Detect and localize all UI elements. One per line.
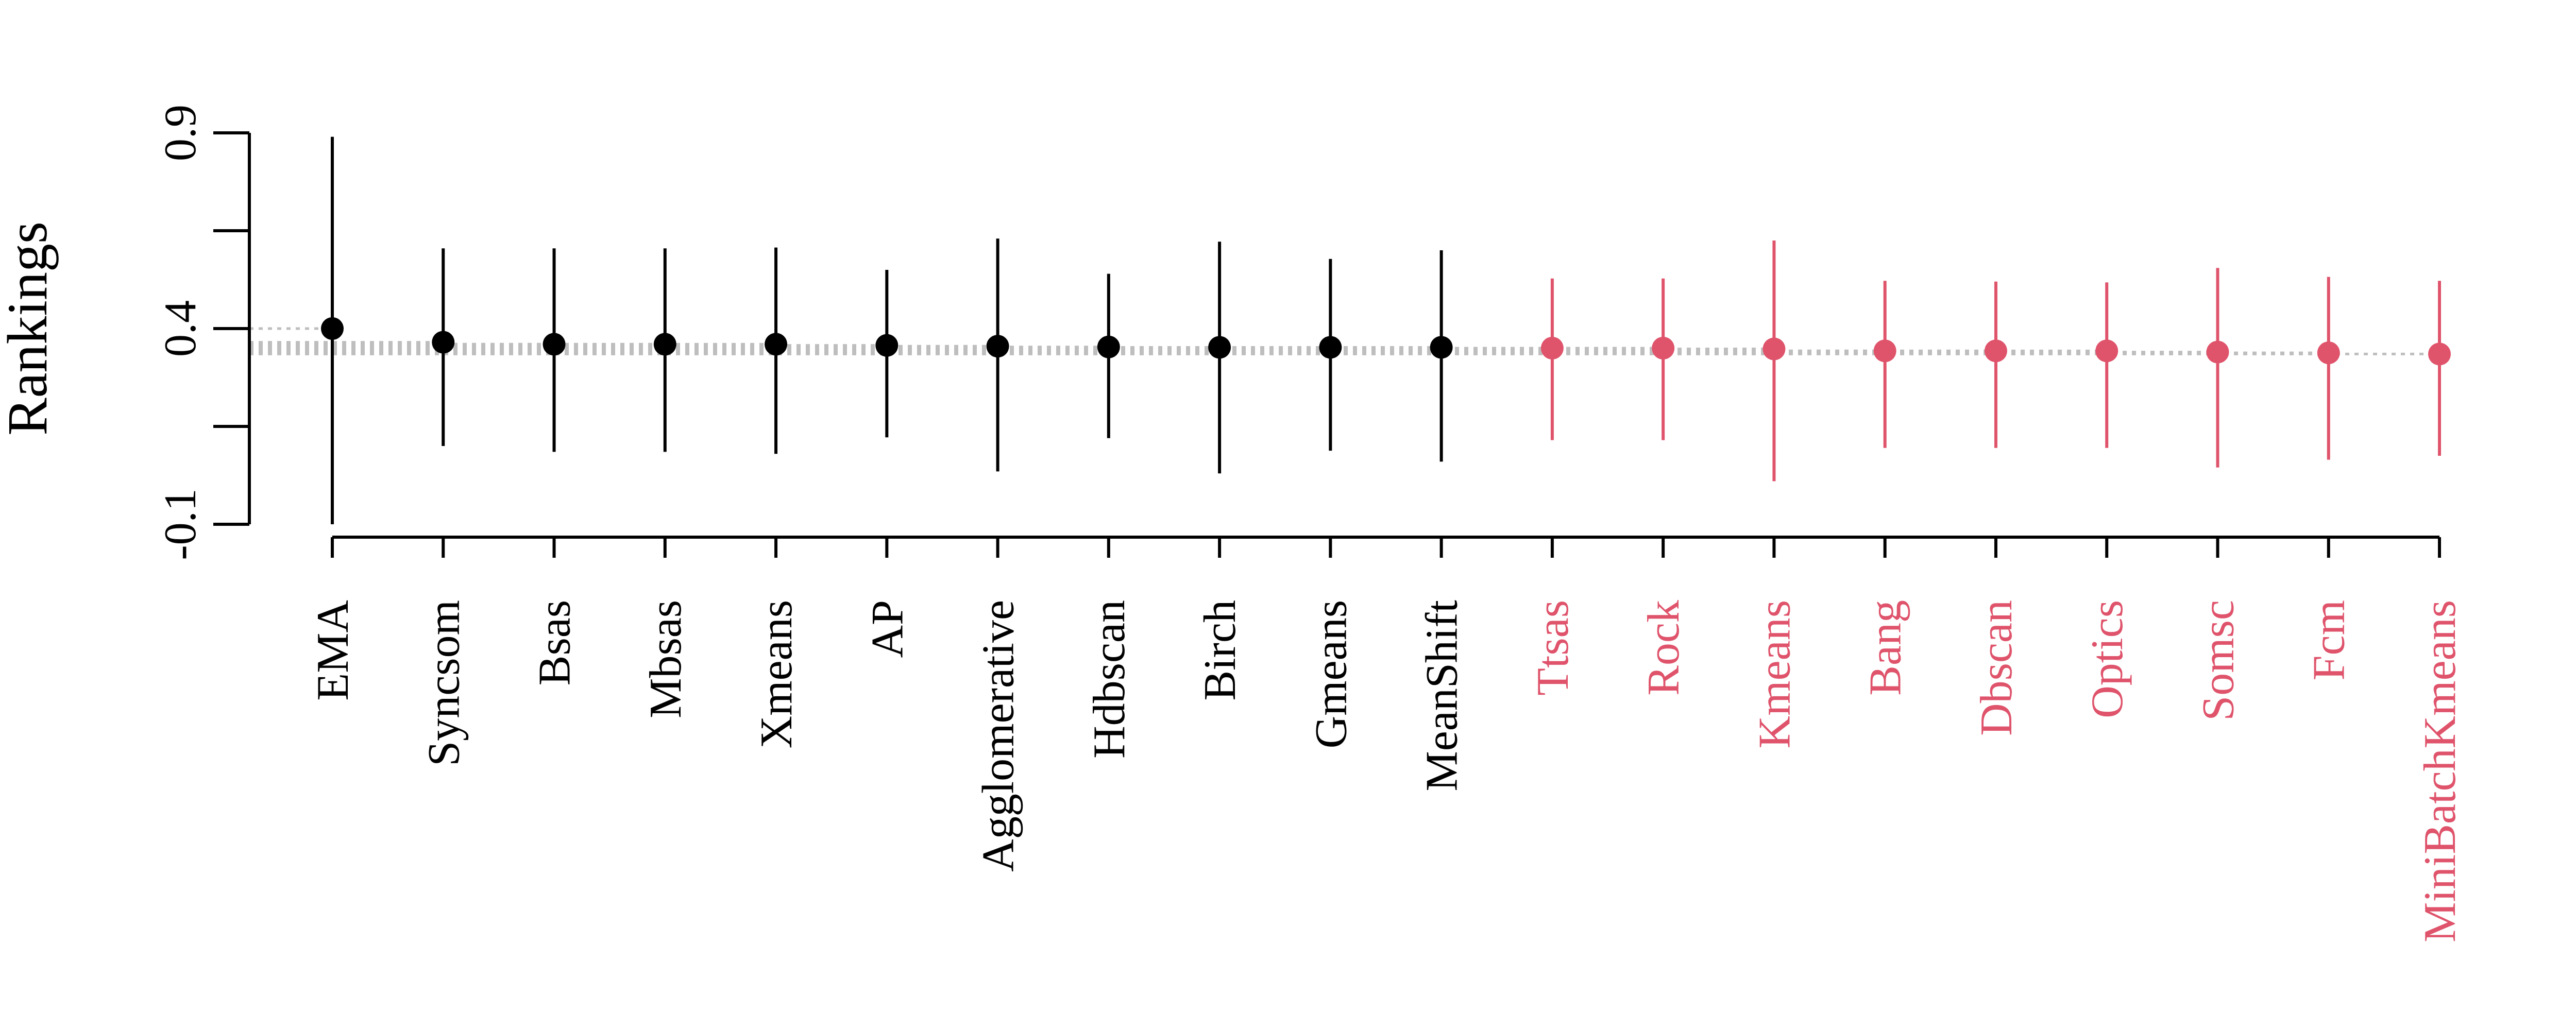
- data-point: [875, 334, 899, 357]
- x-ticks: [331, 537, 2441, 558]
- y-axis-title: Rankings: [0, 221, 59, 436]
- data-point: [2428, 342, 2451, 366]
- data-point: [1430, 336, 1453, 359]
- category-label: Rock: [1639, 600, 1689, 696]
- y-tick-label: 0.4: [156, 300, 206, 357]
- data-point: [1762, 337, 1786, 360]
- y-tick-label: 0.9: [156, 105, 206, 161]
- data-point: [432, 331, 455, 354]
- data-point: [543, 333, 566, 356]
- data-point: [1873, 339, 1896, 363]
- category-label: Birch: [1195, 600, 1245, 701]
- category-label: Somsc: [2193, 600, 2243, 721]
- category-label: Agglomerative: [974, 600, 1024, 872]
- data-point: [1208, 336, 1231, 359]
- category-label: Dbscan: [1972, 600, 2022, 736]
- category-label: Gmeans: [1306, 600, 1356, 748]
- category-label: AP: [862, 600, 912, 658]
- category-labels: EMA Syncsom Bsas Mbsas Xmeans AP Agglomerative…: [308, 600, 2465, 942]
- data-point: [2317, 341, 2340, 365]
- category-label: Bsas: [530, 600, 580, 685]
- category-label: Kmeans: [1750, 600, 1800, 748]
- data-point: [1984, 339, 2007, 363]
- category-label: MeanShift: [1417, 600, 1467, 792]
- data-point: [2206, 340, 2229, 364]
- category-label: EMA: [308, 600, 358, 701]
- category-label: Ttsas: [1528, 600, 1578, 696]
- data-point: [1319, 336, 1342, 359]
- axes: [248, 133, 2439, 539]
- reference-lines: [249, 327, 2439, 355]
- error-bars: [331, 136, 2441, 524]
- y-ticks: -0.1 0.4 0.9: [156, 105, 249, 560]
- data-point: [1097, 335, 1120, 358]
- category-label: Mbsas: [641, 600, 691, 718]
- points: [321, 317, 2451, 366]
- category-label: Optics: [2082, 600, 2132, 718]
- category-label: MiniBatchKmeans: [2415, 600, 2465, 942]
- data-point: [1652, 337, 1675, 359]
- data-point: [2095, 339, 2119, 363]
- category-label: Syncsom: [419, 600, 469, 766]
- data-point: [986, 335, 1009, 358]
- category-label: Hdbscan: [1084, 600, 1134, 759]
- data-point: [765, 333, 788, 356]
- data-point: [321, 317, 344, 340]
- category-label: Xmeans: [752, 600, 802, 748]
- category-label: Fcm: [2304, 600, 2354, 680]
- data-point: [1540, 337, 1564, 359]
- data-point: [653, 333, 676, 356]
- category-label: Bang: [1861, 600, 1911, 696]
- y-tick-label: -0.1: [156, 488, 206, 560]
